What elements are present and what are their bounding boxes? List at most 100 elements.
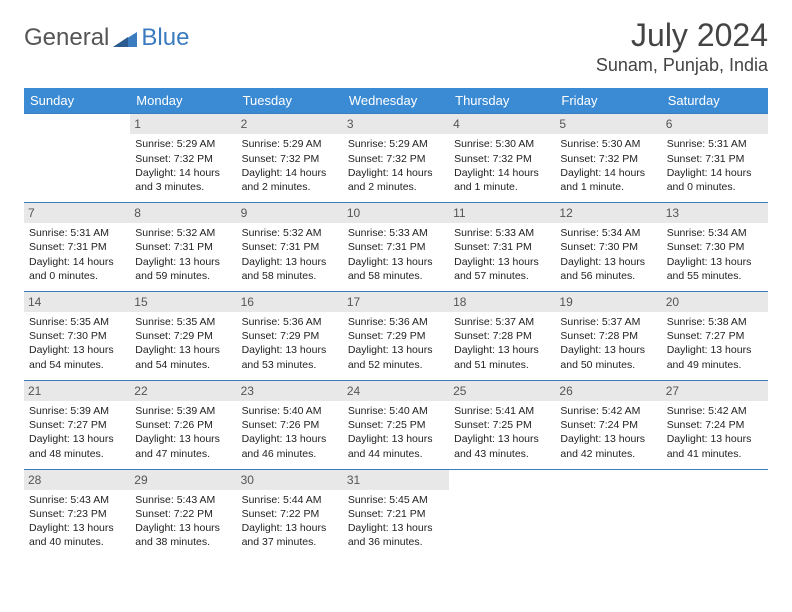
calendar-day-cell: 19Sunrise: 5:37 AMSunset: 7:28 PMDayligh… [555,291,661,380]
sunset-text: Sunset: 7:24 PM [560,418,656,432]
sunrise-text: Sunrise: 5:43 AM [135,493,231,507]
day-number: 13 [662,203,768,223]
daylight-text: and 36 minutes. [348,535,444,549]
sunrise-text: Sunrise: 5:30 AM [454,137,550,151]
sunrise-text: Sunrise: 5:42 AM [560,404,656,418]
sunset-text: Sunset: 7:30 PM [560,240,656,254]
sunrise-text: Sunrise: 5:32 AM [135,226,231,240]
daylight-text: and 58 minutes. [348,269,444,283]
daylight-text: and 0 minutes. [29,269,125,283]
logo-text-general: General [24,24,109,52]
calendar-day-cell: 7Sunrise: 5:31 AMSunset: 7:31 PMDaylight… [24,203,130,292]
daylight-text: and 37 minutes. [242,535,338,549]
day-number: 5 [555,114,661,134]
sunrise-text: Sunrise: 5:31 AM [29,226,125,240]
day-number: 17 [343,292,449,312]
daylight-text: and 0 minutes. [667,180,763,194]
daylight-text: and 40 minutes. [29,535,125,549]
calendar-day-cell: 31Sunrise: 5:45 AMSunset: 7:21 PMDayligh… [343,469,449,557]
daylight-text: Daylight: 13 hours [667,255,763,269]
calendar-page: General Blue July 2024 Sunam, Punjab, In… [0,0,792,576]
calendar-day-cell: 14Sunrise: 5:35 AMSunset: 7:30 PMDayligh… [24,291,130,380]
daylight-text: Daylight: 13 hours [560,343,656,357]
sunrise-text: Sunrise: 5:38 AM [667,315,763,329]
sunrise-text: Sunrise: 5:44 AM [242,493,338,507]
calendar-day-cell: 22Sunrise: 5:39 AMSunset: 7:26 PMDayligh… [130,380,236,469]
sunset-text: Sunset: 7:21 PM [348,507,444,521]
weekday-header: Saturday [662,88,768,114]
daylight-text: and 3 minutes. [135,180,231,194]
daylight-text: Daylight: 13 hours [29,432,125,446]
daylight-text: and 55 minutes. [667,269,763,283]
sunrise-text: Sunrise: 5:41 AM [454,404,550,418]
day-number: 9 [237,203,343,223]
daylight-text: Daylight: 13 hours [135,255,231,269]
day-number: 19 [555,292,661,312]
location-subtitle: Sunam, Punjab, India [596,55,768,76]
calendar-day-cell: 5Sunrise: 5:30 AMSunset: 7:32 PMDaylight… [555,114,661,203]
daylight-text: and 54 minutes. [135,358,231,372]
daylight-text: Daylight: 14 hours [560,166,656,180]
sunrise-text: Sunrise: 5:37 AM [560,315,656,329]
sunrise-text: Sunrise: 5:43 AM [29,493,125,507]
daylight-text: and 44 minutes. [348,447,444,461]
sunset-text: Sunset: 7:31 PM [348,240,444,254]
weekday-header: Friday [555,88,661,114]
daylight-text: Daylight: 13 hours [242,432,338,446]
sunset-text: Sunset: 7:32 PM [454,152,550,166]
daylight-text: and 43 minutes. [454,447,550,461]
calendar-day-cell: 2Sunrise: 5:29 AMSunset: 7:32 PMDaylight… [237,114,343,203]
daylight-text: and 1 minute. [454,180,550,194]
sunset-text: Sunset: 7:30 PM [29,329,125,343]
daylight-text: Daylight: 13 hours [348,432,444,446]
day-number: 6 [662,114,768,134]
calendar-week-row: 14Sunrise: 5:35 AMSunset: 7:30 PMDayligh… [24,291,768,380]
daylight-text: and 58 minutes. [242,269,338,283]
logo: General Blue [24,18,189,52]
daylight-text: and 52 minutes. [348,358,444,372]
calendar-day-cell: 29Sunrise: 5:43 AMSunset: 7:22 PMDayligh… [130,469,236,557]
calendar-day-cell: 3Sunrise: 5:29 AMSunset: 7:32 PMDaylight… [343,114,449,203]
daylight-text: and 2 minutes. [242,180,338,194]
sunset-text: Sunset: 7:32 PM [560,152,656,166]
calendar-day-cell [555,469,661,557]
calendar-day-cell [449,469,555,557]
weekday-header: Sunday [24,88,130,114]
day-number: 16 [237,292,343,312]
calendar-day-cell: 23Sunrise: 5:40 AMSunset: 7:26 PMDayligh… [237,380,343,469]
day-number: 26 [555,381,661,401]
calendar-day-cell: 9Sunrise: 5:32 AMSunset: 7:31 PMDaylight… [237,203,343,292]
daylight-text: Daylight: 13 hours [29,521,125,535]
sunset-text: Sunset: 7:29 PM [242,329,338,343]
day-number: 21 [24,381,130,401]
sunrise-text: Sunrise: 5:33 AM [454,226,550,240]
sunset-text: Sunset: 7:32 PM [348,152,444,166]
calendar-day-cell: 13Sunrise: 5:34 AMSunset: 7:30 PMDayligh… [662,203,768,292]
calendar-day-cell: 1Sunrise: 5:29 AMSunset: 7:32 PMDaylight… [130,114,236,203]
day-number: 3 [343,114,449,134]
month-title: July 2024 [596,18,768,53]
sunset-text: Sunset: 7:31 PM [454,240,550,254]
sunset-text: Sunset: 7:30 PM [667,240,763,254]
calendar-day-cell: 11Sunrise: 5:33 AMSunset: 7:31 PMDayligh… [449,203,555,292]
day-number: 20 [662,292,768,312]
daylight-text: and 59 minutes. [135,269,231,283]
sunrise-text: Sunrise: 5:45 AM [348,493,444,507]
daylight-text: Daylight: 13 hours [348,343,444,357]
day-number: 1 [130,114,236,134]
daylight-text: Daylight: 13 hours [135,343,231,357]
sunset-text: Sunset: 7:32 PM [135,152,231,166]
sunset-text: Sunset: 7:26 PM [242,418,338,432]
daylight-text: and 47 minutes. [135,447,231,461]
daylight-text: and 46 minutes. [242,447,338,461]
sunrise-text: Sunrise: 5:32 AM [242,226,338,240]
sunrise-text: Sunrise: 5:37 AM [454,315,550,329]
daylight-text: Daylight: 13 hours [242,343,338,357]
title-block: July 2024 Sunam, Punjab, India [596,18,768,76]
logo-text-blue: Blue [141,24,189,52]
calendar-day-cell: 10Sunrise: 5:33 AMSunset: 7:31 PMDayligh… [343,203,449,292]
calendar-day-cell: 16Sunrise: 5:36 AMSunset: 7:29 PMDayligh… [237,291,343,380]
daylight-text: Daylight: 13 hours [348,255,444,269]
daylight-text: and 1 minute. [560,180,656,194]
daylight-text: Daylight: 13 hours [454,343,550,357]
